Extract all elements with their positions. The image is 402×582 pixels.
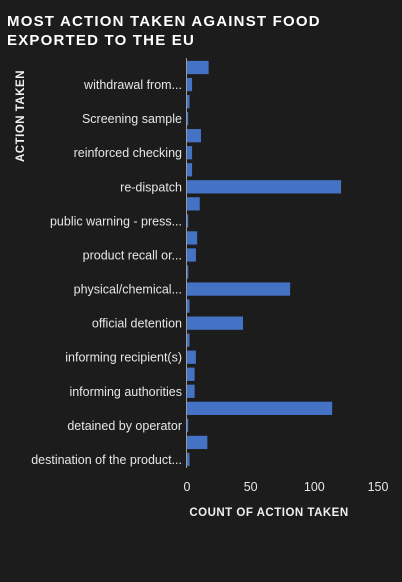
- bar: [187, 214, 189, 228]
- bar: [187, 401, 333, 415]
- bar: [187, 333, 190, 347]
- bar: [187, 197, 200, 211]
- category-label: informing recipient(s): [65, 351, 182, 365]
- bars-group: [187, 60, 342, 467]
- category-labels: withdrawal from... Screening sample reinfo…: [31, 78, 182, 467]
- bar: [187, 60, 209, 75]
- category-label: public warning - press...: [50, 214, 182, 228]
- category-label: detained by operator: [67, 419, 182, 433]
- bar: [187, 367, 195, 381]
- category-label: destination of the product...: [31, 453, 182, 467]
- category-label: reinforced checking: [74, 146, 182, 160]
- bar: [187, 77, 193, 92]
- bar: [187, 231, 198, 245]
- bar: [187, 180, 342, 194]
- category-label: physical/chemical...: [74, 283, 182, 297]
- bar: [187, 384, 195, 398]
- bar: [187, 418, 189, 433]
- bar: [187, 435, 208, 450]
- bar: [187, 350, 196, 364]
- chart-title: MOST ACTION TAKEN AGAINST FOOD EXPORTED …: [7, 13, 321, 49]
- bar: [187, 112, 189, 126]
- category-label: product recall or...: [83, 248, 182, 262]
- bar: [187, 316, 244, 330]
- bar: [187, 94, 190, 109]
- category-label: official detention: [92, 317, 182, 331]
- x-tick-label: 100: [304, 480, 325, 494]
- bar: [187, 299, 190, 313]
- category-label: informing authorities: [69, 385, 182, 399]
- x-tick-label: 150: [368, 480, 389, 494]
- x-tick-label: 0: [184, 480, 191, 494]
- x-tick-label: 50: [244, 480, 258, 494]
- x-tick-labels: 0 50 100 150: [184, 480, 389, 494]
- y-axis-title: ACTION TAKEN: [15, 70, 27, 162]
- x-axis-title: COUNT OF ACTION TAKEN: [189, 507, 348, 519]
- bar: [187, 129, 202, 143]
- bar: [187, 452, 190, 467]
- category-label: Screening sample: [82, 112, 182, 126]
- bar: [187, 146, 193, 160]
- category-label: withdrawal from...: [83, 78, 182, 92]
- bar: [187, 163, 193, 177]
- bar: [187, 248, 196, 262]
- bar: [187, 265, 189, 279]
- category-label: re-dispatch: [120, 180, 182, 194]
- bar: [187, 282, 291, 296]
